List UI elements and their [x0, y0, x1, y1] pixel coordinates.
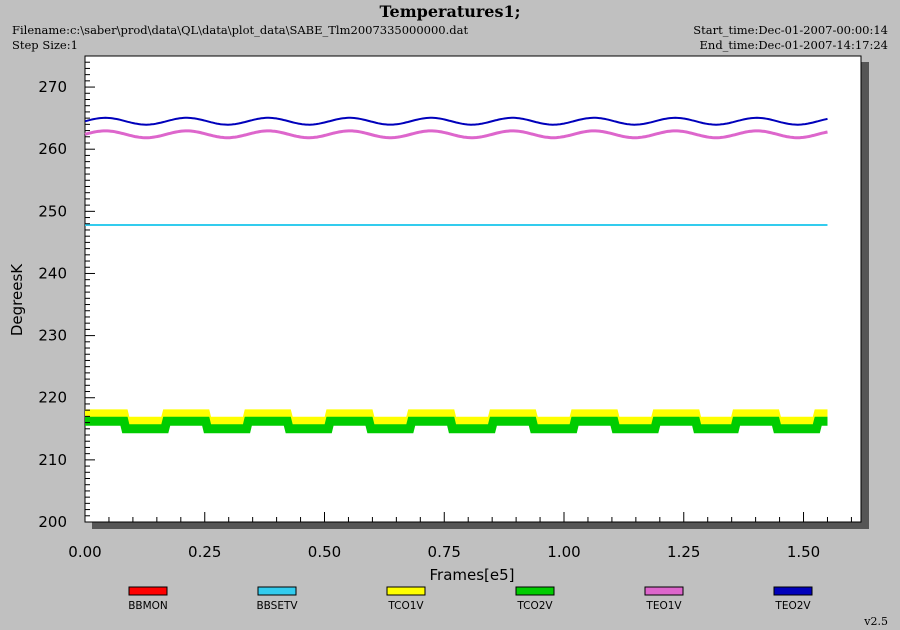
y-tick-label: 210	[38, 451, 67, 469]
filename-label: Filename:c:\saber\prod\data\QL\data\plot…	[12, 23, 469, 37]
legend-label-tco2v: TCO2V	[516, 600, 553, 612]
series-layer	[84, 116, 828, 434]
series-tco2v-line	[85, 416, 828, 434]
x-tick-label: 0.50	[308, 543, 341, 561]
x-tick-label: 1.00	[547, 543, 580, 561]
series-teo1v-line	[84, 129, 828, 140]
version-label: v2.5	[864, 615, 888, 628]
y-tick-label: 270	[38, 78, 67, 96]
legend-label-teo1v: TEO1V	[645, 600, 682, 612]
legend-swatch-teo1v	[644, 586, 684, 596]
ticks-layer: 200 210 220 230 240 250 260 270 0.00 0.25 0.50 0.75…	[38, 61, 852, 561]
y-tick-label: 230	[38, 327, 67, 345]
legend: BBMON BBSETV TCO1V TCO2V TEO1V TEO2V	[128, 586, 813, 612]
start-time-label: Start_time:Dec-01-2007-00:00:14	[693, 23, 888, 37]
legend-label-tco1v: TCO1V	[387, 600, 424, 612]
y-tick-label: 250	[38, 202, 67, 220]
y-tick-label: 200	[38, 513, 67, 531]
x-axis-label: Frames[e5]	[429, 566, 514, 584]
legend-swatch-tco2v	[515, 586, 555, 596]
legend-label-teo2v: TEO2V	[774, 600, 811, 612]
legend-swatch-tco1v	[386, 586, 426, 596]
x-tick-label: 0.25	[188, 543, 221, 561]
x-tick-label: 0.75	[428, 543, 461, 561]
x-tick-label: 1.50	[787, 543, 820, 561]
plot-area	[84, 55, 862, 523]
y-tick-label: 220	[38, 389, 67, 407]
y-tick-label: 260	[38, 140, 67, 158]
legend-label-bbmon: BBMON	[128, 600, 168, 612]
x-tick-label: 0.00	[68, 543, 101, 561]
legend-swatch-bbmon	[128, 586, 168, 596]
y-axis-label: DegreesK	[8, 263, 26, 336]
legend-swatch-bbsetv	[257, 586, 297, 596]
step-size-label: Step Size:1	[12, 38, 78, 52]
legend-swatch-teo2v	[773, 586, 813, 596]
y-tick-label: 240	[38, 264, 67, 282]
series-teo2v-line	[84, 116, 828, 126]
chart-title: Temperatures1;	[379, 2, 521, 21]
x-tick-label: 1.25	[667, 543, 700, 561]
end-time-label: End_time:Dec-01-2007-14:17:24	[699, 38, 888, 52]
legend-label-bbsetv: BBSETV	[256, 600, 298, 612]
